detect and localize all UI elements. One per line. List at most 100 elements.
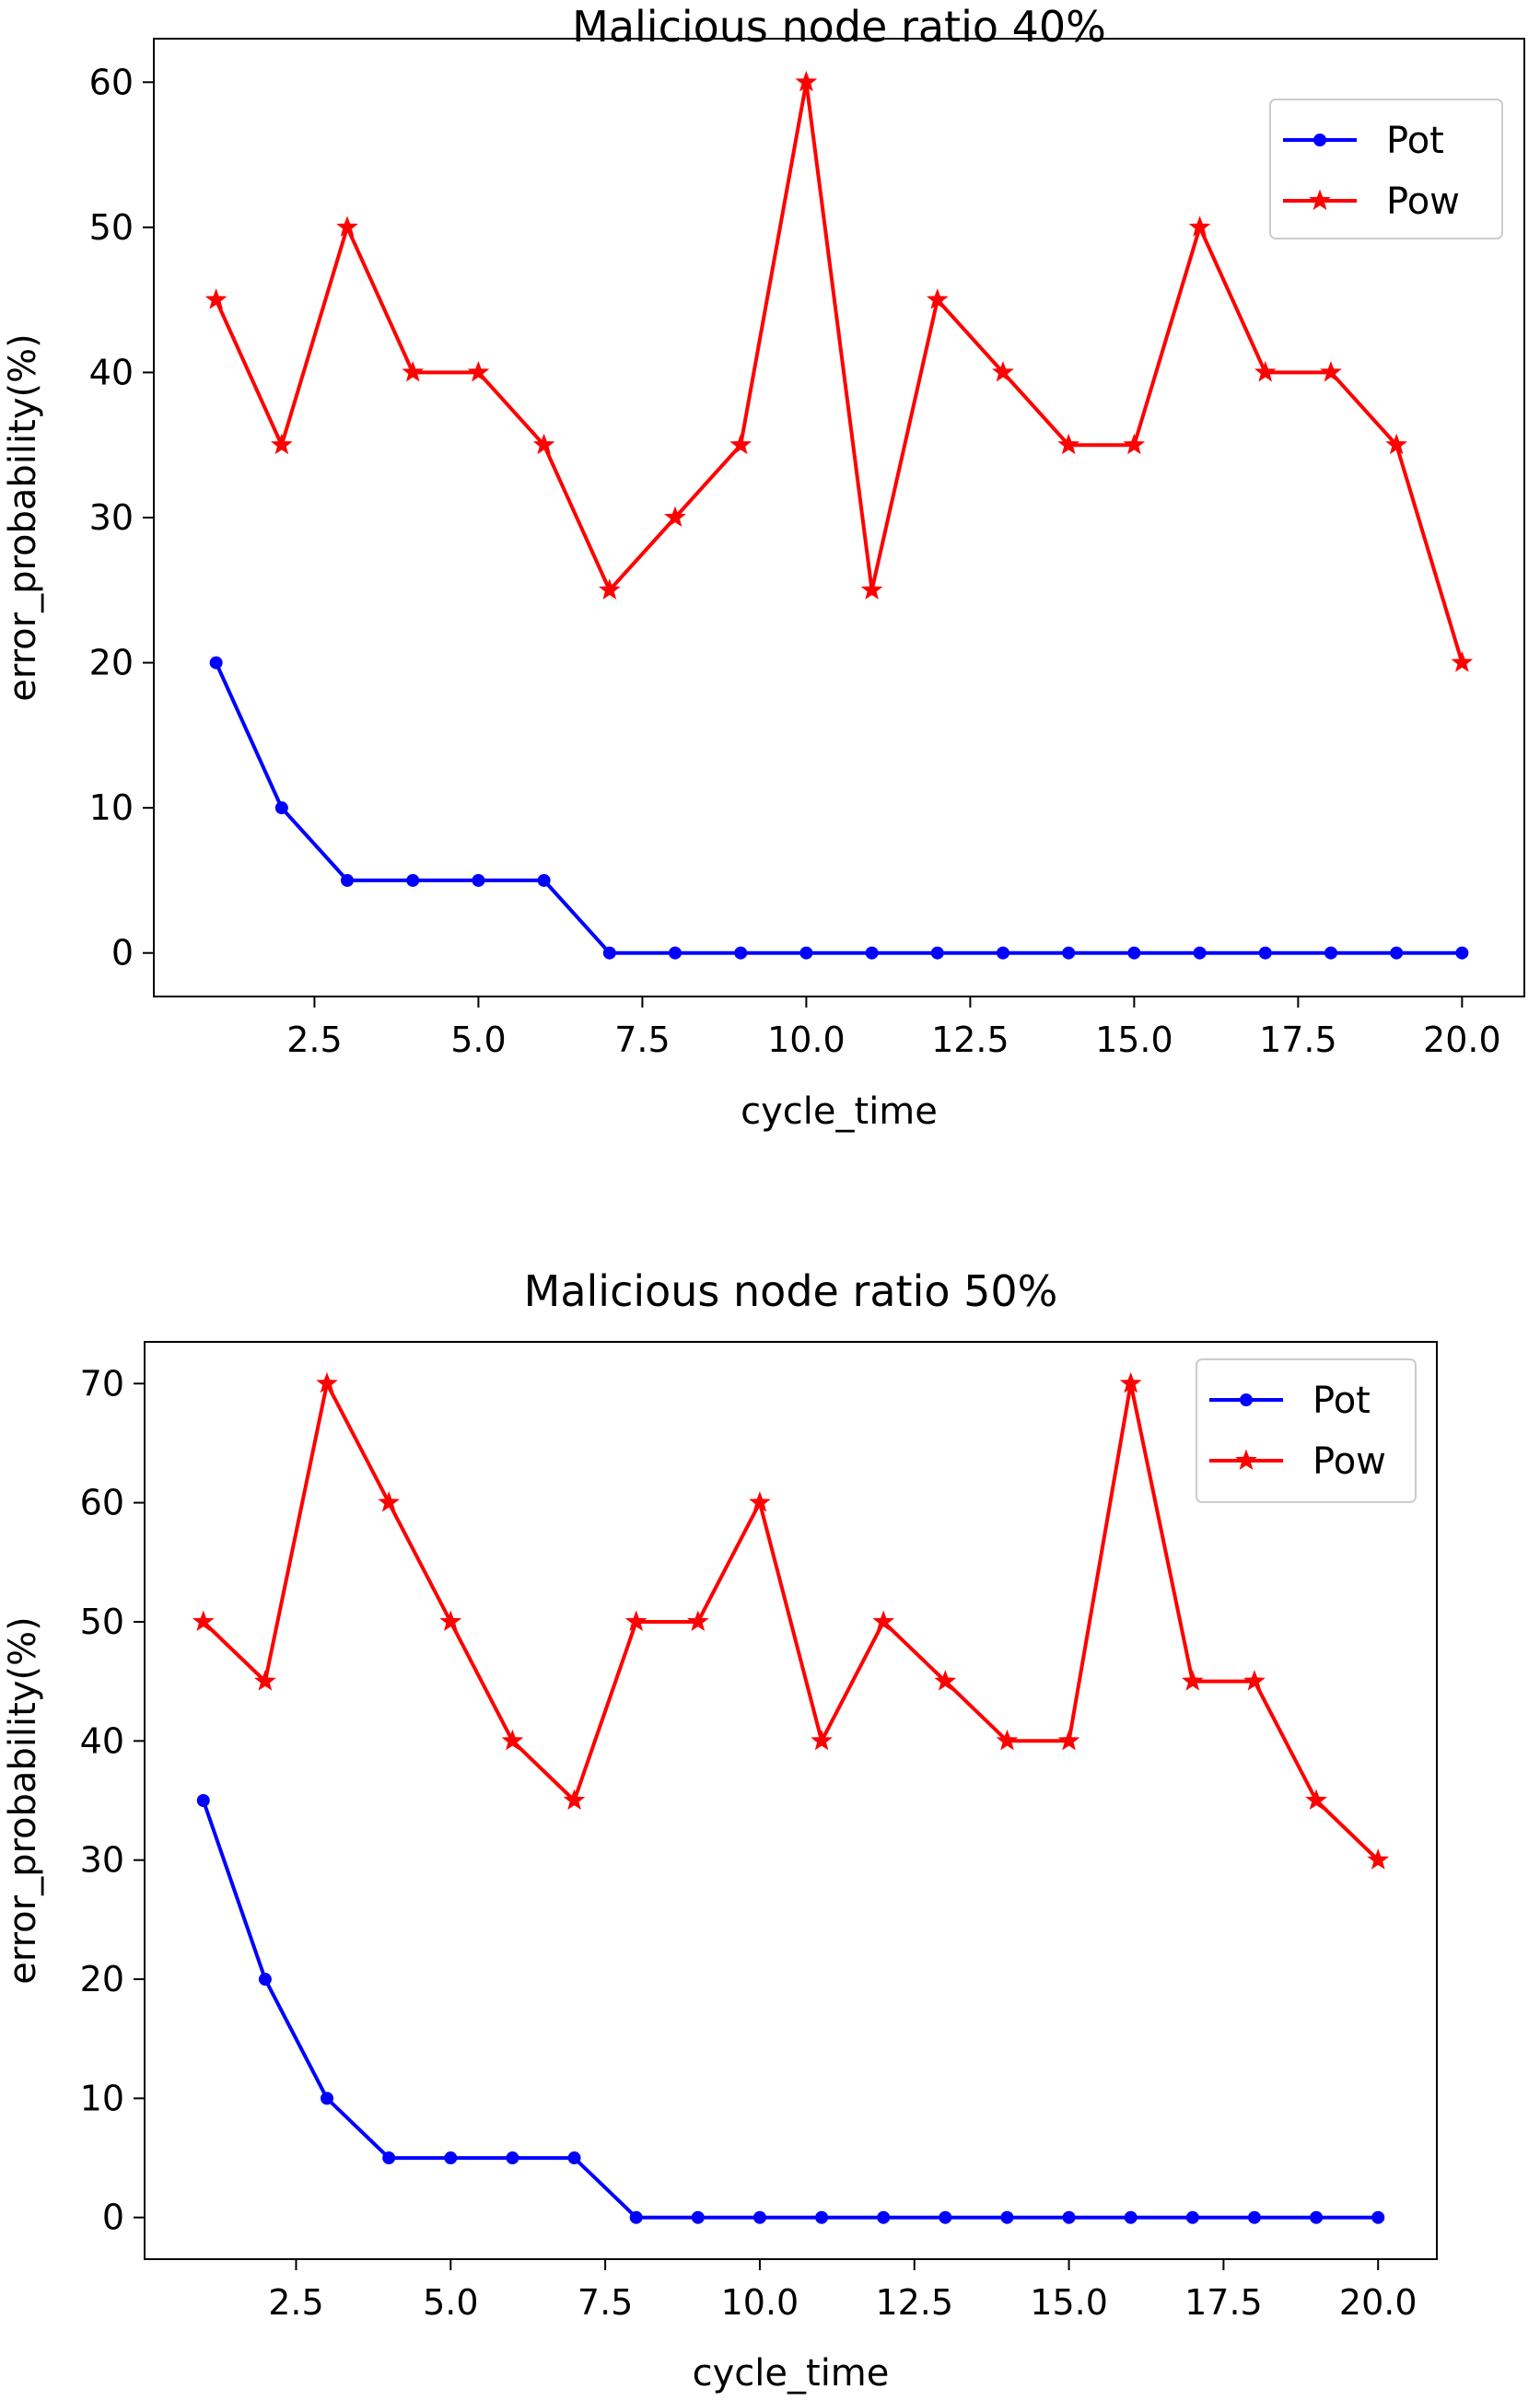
data-point-pot [939,2210,952,2224]
data-point-pow [624,1610,648,1632]
data-point-pot [1247,2210,1261,2224]
data-point-pot [996,946,1009,960]
y-tick-label: 40 [89,352,134,392]
x-tick-label: 15.0 [1030,2282,1108,2323]
chart-title: Malicious node ratio 50% [524,1266,1058,1316]
legend: Pot Pow [1269,99,1503,239]
data-point-pot [341,873,355,887]
data-point-pow [316,1371,338,1393]
data-point-pot [1124,2210,1138,2224]
y-tick-label: 40 [80,1720,124,1761]
data-point-pot [196,1794,210,1807]
data-point-pow [686,1610,709,1632]
data-point-pow [1123,433,1146,455]
series-pot [196,1794,1385,2224]
data-point-pow [1254,360,1277,382]
x-axis-label: cycle_time [693,2352,890,2395]
data-point-pow [1305,1789,1327,1811]
data-point-pot [930,946,944,960]
data-point-pot [691,2210,705,2224]
x-tick-label: 2.5 [286,1020,342,1060]
y-tick-label: 30 [80,1840,124,1881]
x-tick-label: 10.0 [721,2282,799,2323]
legend-label-pow: Pow [1386,181,1460,223]
x-tick-label: 7.5 [578,2282,633,2323]
data-point-pot [567,2151,581,2165]
y-tick-label: 20 [80,1959,124,1999]
y-tick-label: 70 [80,1363,124,1404]
x-tick-label: 20.0 [1423,1020,1501,1060]
data-point-pot [382,2151,396,2165]
data-point-pot [321,2092,334,2105]
data-point-pow [1057,433,1079,455]
data-point-pot [877,2210,891,2224]
data-point-pow [599,578,621,600]
y-tick-label: 0 [102,2197,124,2238]
y-tick-label: 50 [80,1602,124,1642]
data-point-pot [815,2210,829,2224]
y-tick-label: 10 [89,787,134,828]
y-axis-label: error_probability(%) [2,333,44,701]
legend-marker-pot [1313,134,1326,146]
data-point-pow [1451,651,1474,672]
y-tick-label: 30 [89,497,134,538]
data-point-pow [795,70,818,92]
data-point-pow [926,288,949,309]
data-point-pot [1000,2210,1014,2224]
y-tick-label: 50 [89,207,134,248]
data-point-pot [209,656,223,670]
data-point-pow [1320,360,1342,382]
y-tick-label: 20 [89,643,134,683]
data-point-pow [532,433,555,455]
data-point-pot [1258,946,1272,960]
data-point-pow [563,1789,586,1811]
data-point-pot [444,2151,458,2165]
data-point-pow [1367,1848,1390,1870]
y-tick-label: 60 [80,1483,124,1523]
data-point-pot [602,946,616,960]
data-point-pow [664,506,686,528]
data-point-pot [537,873,551,887]
data-point-pow [1057,1729,1080,1751]
data-point-pot [1185,2210,1199,2224]
x-tick-label: 20.0 [1339,2282,1418,2323]
data-point-pow [992,360,1014,382]
legend-label-pot: Pot [1312,1380,1371,1422]
series-line-pot [201,1800,1379,2220]
x-tick-label: 10.0 [767,1020,846,1060]
series-line-pow [214,80,1464,664]
x-axis-label: cycle_time [741,1090,938,1133]
legend-marker-pow [1309,189,1331,211]
data-point-pot [629,2210,643,2224]
data-point-pot [1062,2210,1076,2224]
data-point-pot [1371,2210,1385,2224]
x-tick-label: 15.0 [1095,1020,1173,1060]
series-line-pow [202,1381,1380,1862]
data-point-pow [860,578,883,600]
x-tick-label: 17.5 [1259,1020,1337,1060]
chart-panel-1: Malicious node ratio 40% 2.5 5.0 7.5 10.0 12.… [2,2,1525,1133]
data-point-pot [274,801,288,815]
data-point-pow [996,1729,1019,1751]
data-point-pow [1119,1371,1142,1393]
data-point-pot [1193,946,1207,960]
data-point-pot [1455,946,1469,960]
y-tick-label: 60 [89,62,134,102]
data-point-pot [799,946,813,960]
data-point-pot [865,946,879,960]
y-tick-label: 0 [111,933,134,973]
series-pow [192,1371,1390,1870]
series-pow [204,70,1474,672]
data-point-pow [729,433,752,455]
data-point-pow [439,1610,462,1632]
data-point-pot [1127,946,1141,960]
data-point-pow [872,1610,895,1632]
data-point-pow [467,360,490,382]
data-point-pot [258,1973,272,1987]
data-point-pow [254,1670,276,1691]
plot-frame [144,1341,1438,2260]
data-point-pow [934,1670,957,1691]
x-tick-label: 5.0 [450,1020,506,1060]
data-point-pot [669,946,682,960]
data-point-pow [271,433,293,455]
